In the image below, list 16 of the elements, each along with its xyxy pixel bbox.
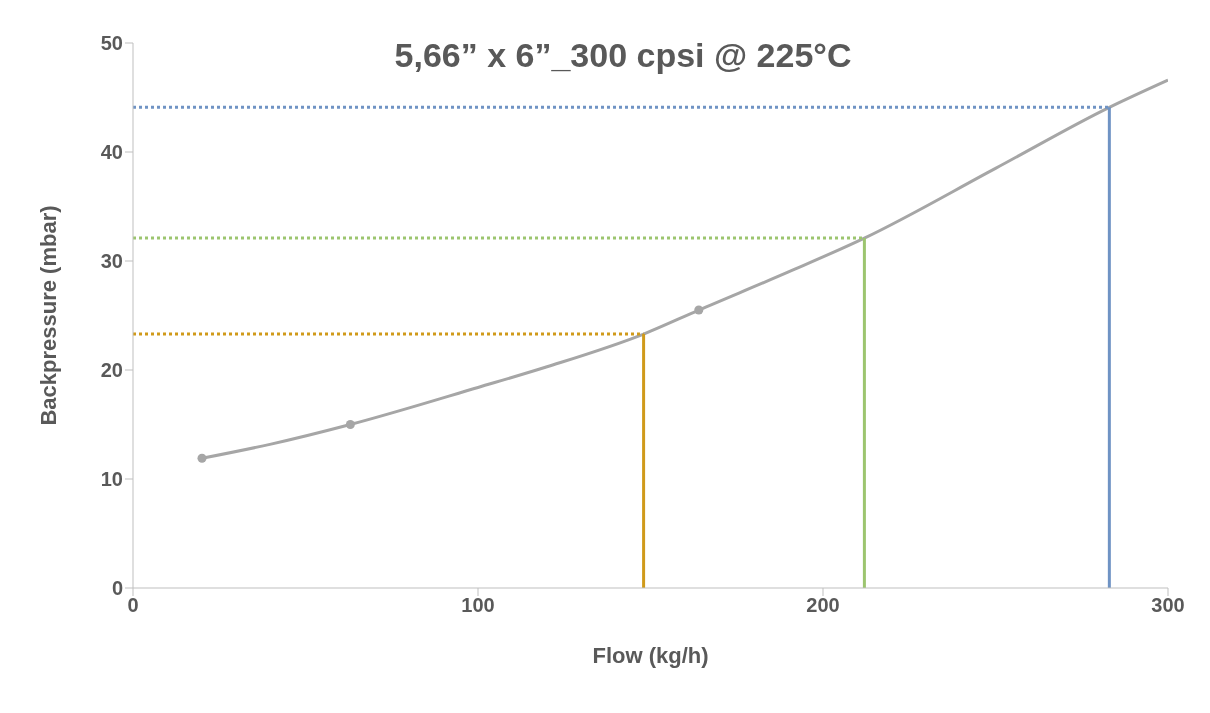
point — [197, 453, 207, 463]
y-tick-label: 40 — [100, 141, 123, 164]
x-tick-label: 0 — [127, 594, 139, 617]
x-tick-label: 100 — [461, 594, 495, 617]
y-tick-label: 10 — [100, 468, 123, 491]
y-tick-label: 50 — [100, 32, 123, 55]
point — [345, 419, 355, 430]
chart-title: 5,66” x 6”_300 cpsi @ 225°C — [393, 36, 853, 75]
y-tick-label: 30 — [100, 250, 123, 273]
point — [694, 305, 704, 315]
x-tick-label: 200 — [806, 594, 840, 617]
y-axis-title: Backpressure (mbar) — [35, 205, 61, 426]
x-axis-title: Flow (kg/h) — [592, 643, 709, 668]
y-tick-label: 20 — [100, 359, 123, 382]
y-tick-label: 0 — [111, 577, 123, 600]
x-tick-label: 300 — [1151, 594, 1185, 617]
